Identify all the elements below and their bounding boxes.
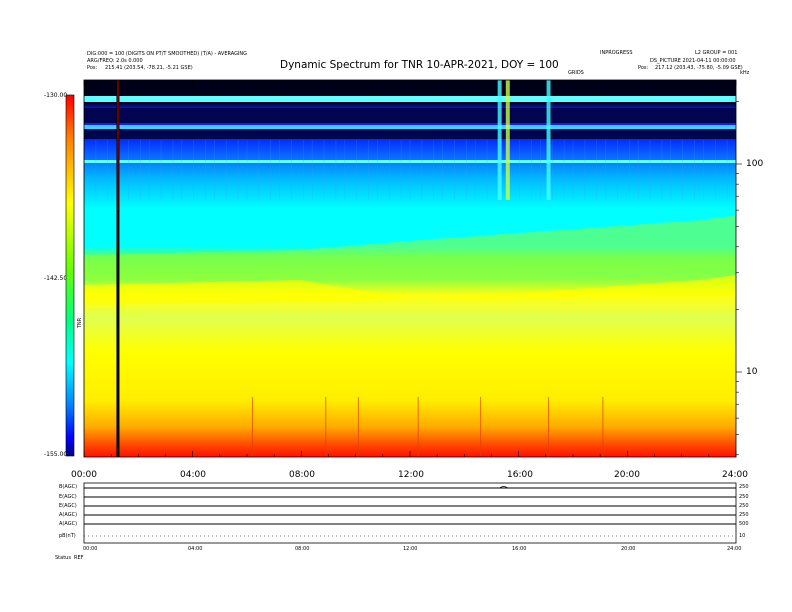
- x-tick-0: 00:00: [71, 470, 97, 480]
- x-tick-4: 16:00: [507, 470, 533, 480]
- x-tick-5: 20:00: [614, 470, 640, 480]
- data-gap-line-0: [116, 80, 120, 457]
- colorbar-tick-top: -130.00: [44, 92, 68, 99]
- corner-label: kHz: [740, 70, 750, 76]
- header-info-line-2: ARG/FREQ: 2.0s 0.000: [87, 58, 143, 64]
- chart-title: Dynamic Spectrum for TNR 10-APR-2021, DO…: [280, 59, 559, 71]
- cyan-stripe-2: [84, 125, 736, 129]
- bottom-panel-frame: [83, 482, 737, 544]
- y-tick-10: 10: [746, 367, 758, 377]
- colorbar-tick-bottom: -155.00: [44, 451, 68, 458]
- panel-row-right-0: 250: [739, 484, 749, 490]
- spectrogram-marks: [83, 80, 736, 457]
- panel-row-right-2: 250: [739, 503, 749, 509]
- panel-row-label-1: E(AGC): [59, 494, 77, 500]
- green-zone: [84, 215, 736, 280]
- footer-value: REF: [74, 555, 84, 561]
- panel-row-right-4: 500: [739, 521, 749, 527]
- cyan-stripe-1: [84, 96, 736, 102]
- yellow-zone: [84, 275, 736, 305]
- panel-row-label-4: A(AGC): [59, 521, 78, 527]
- panel-row-label-3: A(AGC): [59, 512, 78, 518]
- radio-burst-1: [505, 80, 510, 200]
- bottom-panel-traces: [84, 486, 736, 537]
- x-axis-ticks: [83, 80, 737, 457]
- data-gap-line-red-0: [117, 80, 119, 210]
- panel-x-tick-5: 20:00: [621, 546, 636, 552]
- header-right-product: DS_PICTURE 2021-04-11 00:00:00: [650, 58, 736, 64]
- panel-row-right-1: 250: [739, 494, 749, 500]
- panel-x-tick-4: 16:00: [512, 546, 527, 552]
- header-pos-left-label: Pos:: [87, 65, 98, 71]
- x-tick-3: 12:00: [398, 470, 424, 480]
- y-axis-ticks: [736, 101, 742, 456]
- panel-x-tick-0: 00:00: [83, 546, 98, 552]
- colorbar-tick-mid: -142.50: [44, 275, 68, 282]
- units-label: GRIDS: [568, 70, 584, 76]
- x-tick-2: 08:00: [289, 470, 315, 480]
- cyan-stripe-3: [84, 160, 736, 163]
- panel-x-tick-3: 12:00: [403, 546, 418, 552]
- panel-row-label-5: pB(nT): [59, 533, 76, 539]
- panel-x-tick-6: 24:00: [727, 546, 742, 552]
- panel-row-right-5: 10: [739, 533, 746, 539]
- header-right-line-1: INPROGRESS: [600, 50, 633, 56]
- panel-row-label-2: E(AGC): [59, 503, 77, 509]
- x-tick-1: 04:00: [180, 470, 206, 480]
- panel-row-label-0: B(AGC): [59, 484, 78, 490]
- x-tick-6: 24:00: [722, 470, 748, 480]
- header-right-line-2: L2 GROUP = 001: [695, 50, 738, 56]
- header-pos-right-value: 217.12 (203.43, -75.80, -5.09 GSE): [655, 65, 743, 71]
- panel-row-right-3: 250: [739, 512, 749, 518]
- radio-burst-2: [546, 80, 551, 200]
- panel-bump: [499, 486, 508, 489]
- footer-label: Status: [55, 555, 71, 561]
- y-tick-100: 100: [746, 159, 764, 169]
- panel-x-tick-2: 08:00: [295, 546, 310, 552]
- header-pos-right-label: Pos:: [638, 65, 649, 71]
- header-pos-left-value: 215.41 (203.54, -78.21, -5.21 GSE): [105, 65, 193, 71]
- header-info-line-1: DIG:000 = 100 (DIGITS ON PT/T SMOOTHED) …: [87, 51, 248, 57]
- dark-band-3: [84, 129, 736, 139]
- dark-band-2: [84, 108, 736, 123]
- colorbar: [65, 94, 75, 457]
- dark-band-top: [84, 82, 736, 95]
- panel-x-tick-1: 04:00: [188, 546, 203, 552]
- radio-burst-0: [497, 80, 502, 200]
